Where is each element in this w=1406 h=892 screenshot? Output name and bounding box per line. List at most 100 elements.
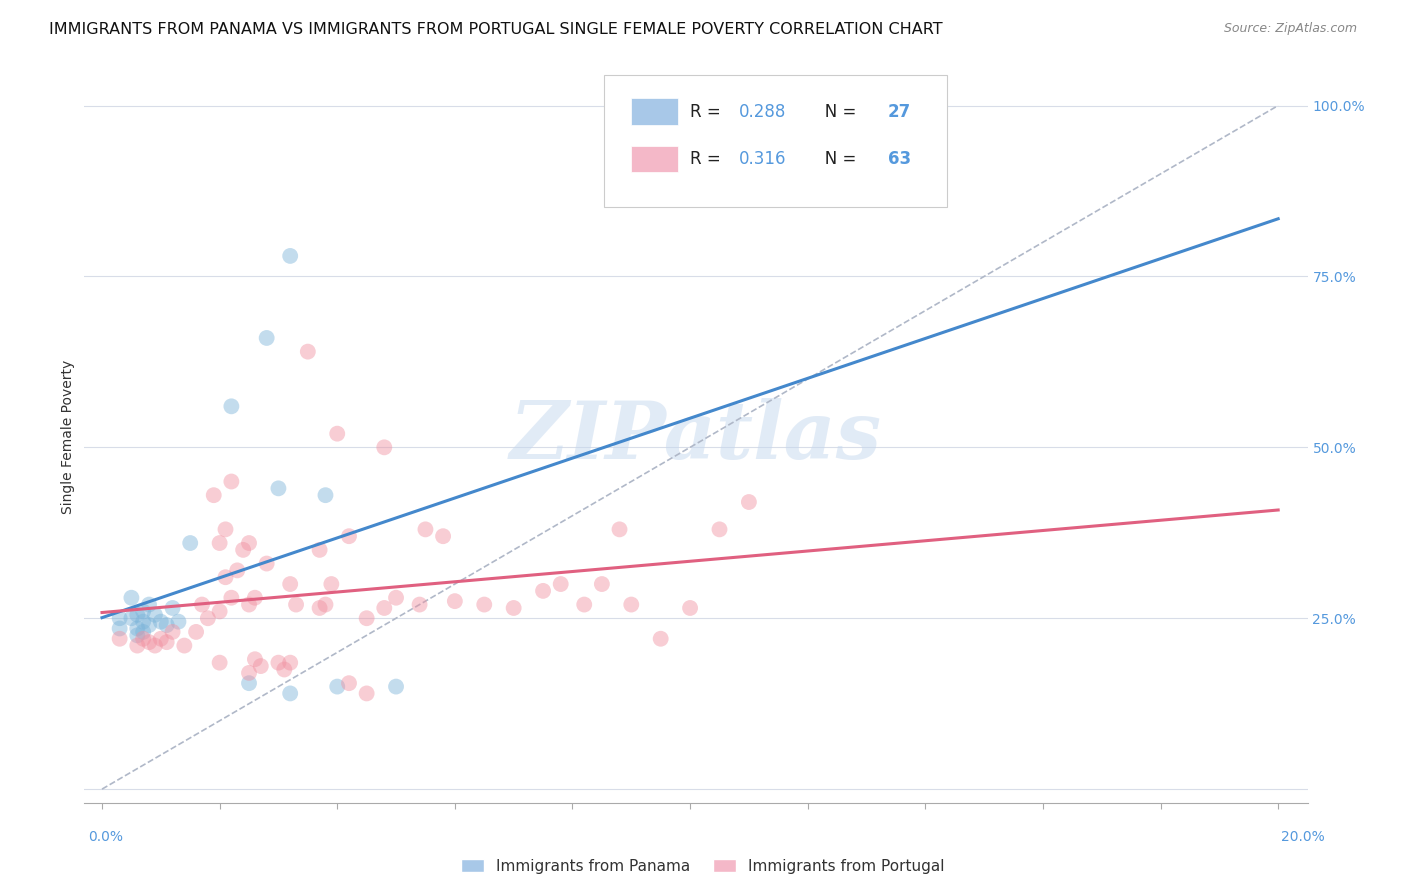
FancyBboxPatch shape	[605, 75, 946, 207]
Point	[278, 686, 301, 700]
Point	[278, 656, 301, 670]
Point	[221, 400, 243, 414]
Point	[149, 615, 172, 629]
Point	[267, 656, 290, 670]
Text: N =: N =	[808, 103, 860, 120]
Point	[249, 659, 271, 673]
Point	[143, 639, 166, 653]
Text: 27: 27	[889, 103, 911, 120]
Point	[297, 344, 319, 359]
Point	[208, 604, 231, 618]
Point	[273, 663, 295, 677]
Point	[620, 598, 643, 612]
Point	[356, 686, 378, 700]
Point	[208, 536, 231, 550]
Point	[238, 536, 260, 550]
Point	[127, 622, 149, 636]
Point	[267, 481, 290, 495]
Point	[709, 522, 731, 536]
Point	[337, 676, 360, 690]
Point	[138, 598, 160, 612]
Point	[162, 601, 184, 615]
Text: 63: 63	[889, 150, 911, 168]
Point	[314, 488, 336, 502]
Point	[197, 611, 219, 625]
Point	[202, 488, 225, 502]
Point	[108, 611, 131, 625]
Point	[243, 591, 266, 605]
Text: 20.0%: 20.0%	[1281, 830, 1324, 844]
Point	[650, 632, 672, 646]
Point	[385, 680, 408, 694]
Point	[314, 598, 336, 612]
Point	[415, 522, 437, 536]
Text: ZIPatlas: ZIPatlas	[510, 399, 882, 475]
Point	[208, 656, 231, 670]
Y-axis label: Single Female Poverty: Single Female Poverty	[62, 360, 76, 514]
Text: 0.288: 0.288	[738, 103, 786, 120]
Point	[238, 665, 260, 680]
Point	[238, 598, 260, 612]
Point	[256, 557, 278, 571]
Point	[132, 632, 155, 646]
Text: Source: ZipAtlas.com: Source: ZipAtlas.com	[1223, 22, 1357, 36]
Point	[191, 598, 214, 612]
Point	[108, 632, 131, 646]
Point	[609, 522, 631, 536]
Point	[278, 577, 301, 591]
Point	[221, 591, 243, 605]
Text: R =: R =	[690, 150, 725, 168]
Point	[132, 615, 155, 629]
Point	[308, 542, 330, 557]
Point	[149, 632, 172, 646]
Point	[256, 331, 278, 345]
Point	[550, 577, 572, 591]
Text: IMMIGRANTS FROM PANAMA VS IMMIGRANTS FROM PORTUGAL SINGLE FEMALE POVERTY CORRELA: IMMIGRANTS FROM PANAMA VS IMMIGRANTS FRO…	[49, 22, 943, 37]
Bar	[631, 146, 678, 172]
Point	[531, 583, 554, 598]
Point	[238, 676, 260, 690]
Point	[127, 607, 149, 622]
Point	[120, 591, 142, 605]
Point	[138, 635, 160, 649]
Point	[214, 522, 236, 536]
Point	[321, 577, 343, 591]
Point	[243, 652, 266, 666]
Point	[444, 594, 467, 608]
Point	[156, 635, 179, 649]
Point	[278, 249, 301, 263]
Point	[108, 622, 131, 636]
Point	[472, 598, 495, 612]
Point	[156, 618, 179, 632]
Point	[385, 591, 408, 605]
Text: 0.316: 0.316	[738, 150, 786, 168]
Point	[373, 440, 395, 454]
Point	[179, 536, 201, 550]
Point	[167, 615, 190, 629]
Point	[574, 598, 596, 612]
Point	[132, 604, 155, 618]
Point	[326, 680, 349, 694]
Point	[326, 426, 349, 441]
Point	[432, 529, 454, 543]
Legend: Immigrants from Panama, Immigrants from Portugal: Immigrants from Panama, Immigrants from …	[456, 853, 950, 880]
Text: 0.0%: 0.0%	[89, 830, 124, 844]
Point	[591, 577, 613, 591]
Point	[226, 563, 249, 577]
Point	[738, 495, 761, 509]
Point	[184, 624, 207, 639]
Text: N =: N =	[808, 150, 860, 168]
Point	[138, 618, 160, 632]
Point	[173, 639, 195, 653]
Point	[373, 601, 395, 615]
Point	[127, 628, 149, 642]
Point	[214, 570, 236, 584]
Point	[132, 624, 155, 639]
Point	[308, 601, 330, 615]
Point	[221, 475, 243, 489]
Point	[143, 607, 166, 622]
Point	[502, 601, 524, 615]
Point	[162, 624, 184, 639]
Point	[120, 611, 142, 625]
Bar	[631, 98, 678, 125]
